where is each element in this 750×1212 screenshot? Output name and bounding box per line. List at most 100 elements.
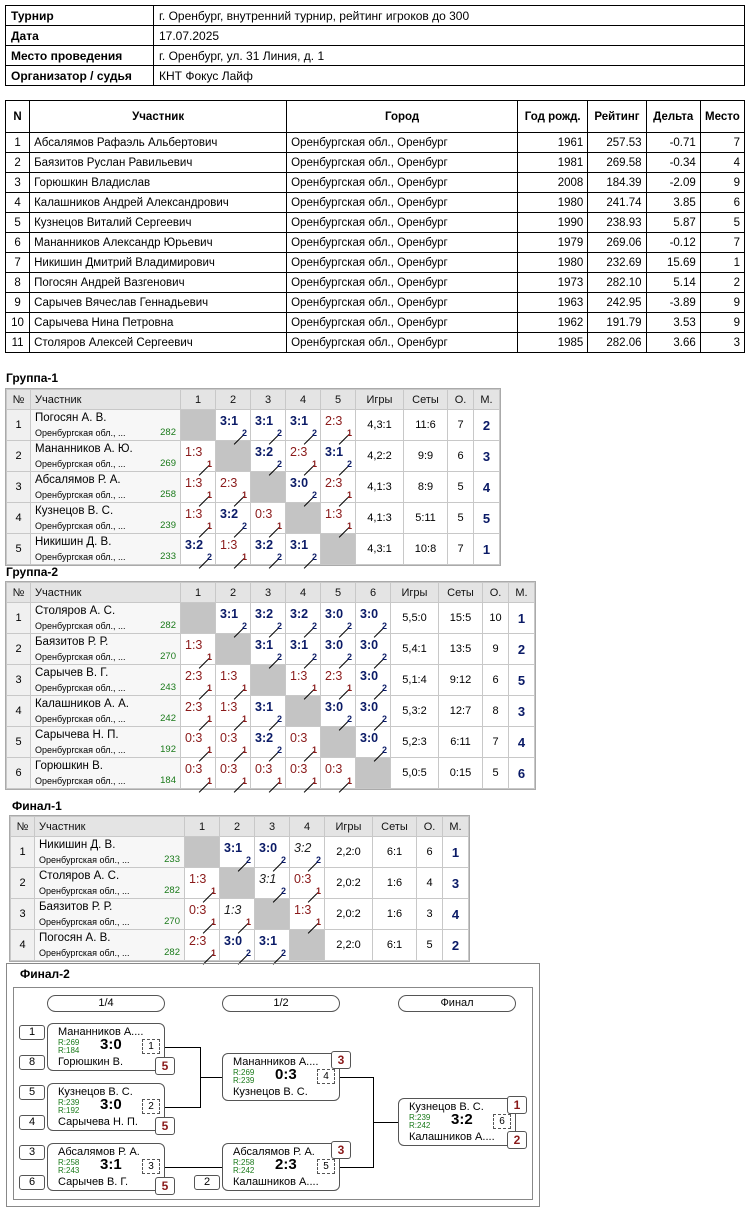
sets-cell: 5:11	[403, 502, 448, 534]
self-cell	[184, 836, 220, 868]
result-points: 2	[241, 428, 247, 438]
result-points: 2	[280, 855, 286, 865]
player-row: 6 Мананников Александр Юрьевич Оренбургска…	[4, 232, 746, 253]
header-n: N	[4, 100, 31, 133]
result-score: 3:2	[255, 445, 274, 459]
place-cell: 1	[473, 533, 500, 565]
result-cell: 1:3 1	[215, 664, 251, 700]
result-score: 3:0	[325, 638, 344, 652]
result-points: 1	[206, 745, 212, 755]
result-score: 3:2	[290, 607, 309, 621]
player-rating: 269.06	[587, 232, 647, 253]
match-id: 6	[493, 1114, 511, 1129]
result: 3:2 2	[251, 441, 285, 476]
header-participant: Участник	[29, 100, 288, 133]
bracket-line	[200, 1077, 222, 1078]
self-cell	[219, 867, 255, 899]
player-place: 5	[699, 212, 746, 233]
result-points: 2	[241, 521, 247, 531]
result-score: 0:3	[255, 507, 273, 521]
result: 3:2 2	[251, 727, 285, 762]
seed-badge: 2	[194, 1175, 220, 1190]
games-cell: 2,2:0	[324, 836, 373, 868]
match-id: 1	[142, 1039, 160, 1054]
player-city: Оренбургская обл., Оренбург	[286, 212, 519, 233]
info-row: Организатор / судья КНТ Фокус Лайф	[5, 65, 745, 86]
games-cell: 5,2:3	[390, 726, 439, 758]
result-points: 2	[276, 459, 282, 469]
bracket-line	[340, 1167, 374, 1168]
place-cell: 3	[442, 867, 469, 899]
place-cell: 2	[508, 633, 535, 665]
player-cell: Никишин Д. В. Оренбургская обл., ... 233	[30, 533, 181, 565]
player-number: 8	[4, 272, 31, 293]
result-cell: 2:3 1	[180, 664, 216, 700]
result: 1:3 1	[181, 503, 215, 538]
result-score: 0:3	[220, 731, 238, 745]
result-cell: 3:0 2	[320, 695, 356, 731]
result-score: 3:2	[255, 538, 274, 552]
group-row: 2 Мананников А. Ю. Оренбургская обл., ... 2…	[6, 440, 500, 476]
result: 3:2 2	[181, 534, 215, 569]
group-2-table: № Участник 1 2 3 4 5 6 Игры Сеты О. М. 1 Столяров А. …	[5, 581, 536, 793]
player-rating: 233	[164, 854, 180, 865]
header-opponent-5: 5	[320, 389, 356, 410]
result-score: 0:3	[185, 731, 203, 745]
header-opponent-2: 2	[215, 389, 251, 410]
player-rating: 191.79	[587, 312, 647, 333]
result-points: 2	[346, 652, 352, 662]
player-delta: -0.12	[645, 232, 701, 253]
header-place: М.	[508, 582, 535, 603]
result: 2:3 1	[181, 696, 215, 731]
sets-cell: 0:15	[438, 757, 483, 789]
player-name: Столяров Алексей Сергеевич	[29, 332, 288, 353]
result: 1:3 1	[181, 634, 215, 669]
bracket-line	[373, 1122, 398, 1123]
place-badge: 3	[331, 1051, 351, 1069]
result-cell: 3:1 2	[285, 533, 321, 569]
player-name: Никишин Д. В.	[39, 839, 116, 851]
points-cell: 5	[447, 502, 474, 534]
match-player-2: Сарычев В. Г.	[58, 1176, 129, 1188]
player-city: Оренбургская обл., Оренбург	[286, 272, 519, 293]
result-cell: 3:1 2	[215, 409, 251, 445]
result-cell: 3:1 2	[285, 409, 321, 445]
sets-cell: 1:6	[372, 898, 417, 930]
header-points: О.	[416, 816, 443, 837]
result-score: 1:3	[220, 700, 238, 714]
player-birth-year: 1980	[517, 252, 589, 273]
sets-cell: 10:8	[403, 533, 448, 565]
player-rating: 270	[160, 651, 176, 662]
result-score: 2:3	[325, 414, 343, 428]
result: 3:2 2	[290, 837, 324, 872]
player-city: Оренбургская обл., Оренбург	[286, 232, 519, 253]
player-cell: Столяров А. С. Оренбургская обл., ... 282	[34, 867, 185, 899]
player-rating: 282	[164, 885, 180, 896]
round-final: Финал	[398, 995, 516, 1012]
result-score: 3:1	[255, 414, 274, 428]
match-rating-1: R:258	[233, 1158, 255, 1167]
row-number: 4	[6, 502, 31, 534]
bracket-line	[340, 1077, 374, 1078]
player-city: Оренбургская обл., ...	[35, 521, 126, 531]
player-name: Горюшкин В.	[35, 760, 103, 772]
player-name: Сарычев В. Г.	[35, 667, 109, 679]
place-cell: 4	[442, 898, 469, 930]
group-row: 6 Горюшкин В. Оренбургская обл., ... 184 0:3…	[6, 757, 535, 793]
result-cell: 3:2 2	[215, 502, 251, 538]
player-rating: 242.95	[587, 292, 647, 313]
result-cell: 2:3 1	[285, 440, 321, 476]
header-num: №	[6, 389, 31, 410]
points-cell: 7	[447, 533, 474, 565]
result-cell: 1:3 1	[180, 440, 216, 476]
group-header-row: № Участник 1 2 3 4 5 6 Игры Сеты О. М.	[6, 582, 535, 603]
player-row: 7 Никишин Дмитрий Владимирович Оренбургска…	[4, 252, 746, 273]
bracket-match: Кузнецов В. С. R:239 R:192 3:0 Сарычева …	[47, 1083, 165, 1131]
info-value: КНТ Фокус Лайф	[153, 65, 745, 86]
result-points: 2	[311, 428, 317, 438]
place-badge: 5	[155, 1057, 175, 1075]
seed-badge: 6	[19, 1175, 45, 1190]
result: 1:3 1	[286, 665, 320, 700]
header-games: Игры	[324, 816, 373, 837]
player-rating: 192	[160, 744, 176, 755]
